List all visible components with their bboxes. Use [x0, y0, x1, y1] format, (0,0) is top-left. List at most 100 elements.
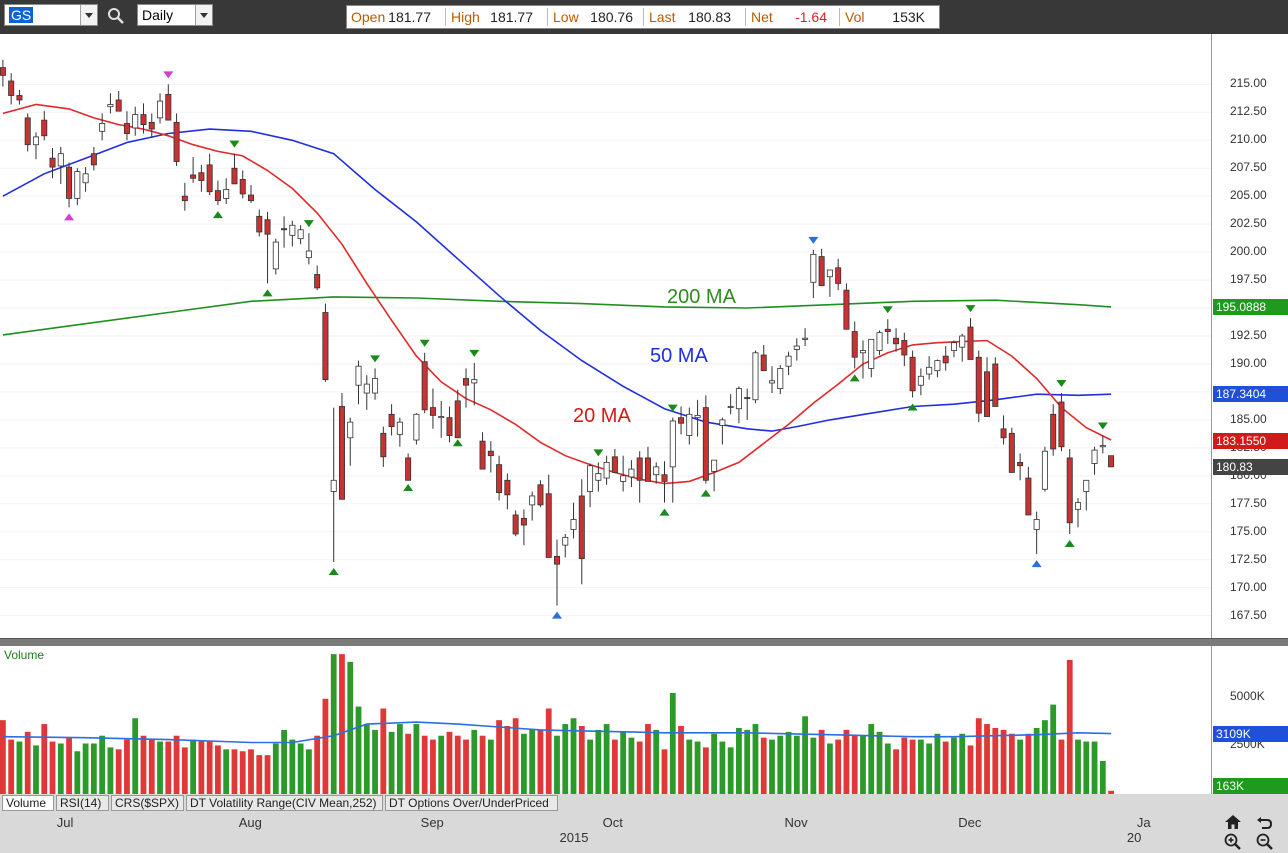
volume-bar: [537, 729, 544, 794]
signal-marker-up: [1031, 560, 1042, 568]
signal-marker-down: [419, 339, 430, 347]
zoom-in-icon[interactable]: [1224, 833, 1242, 851]
candle-body: [752, 352, 759, 401]
candle: [305, 233, 312, 265]
candle-body: [49, 157, 56, 168]
candle-body: [636, 457, 643, 481]
candle-body: [760, 354, 767, 372]
volume-bar: [934, 733, 941, 794]
volume-bar: [231, 749, 238, 794]
price-tag: 187.3404: [1213, 385, 1288, 402]
candle-body: [123, 123, 130, 134]
candle: [512, 510, 519, 537]
candle: [190, 157, 197, 183]
volume-bar: [901, 737, 908, 794]
quote-separator: [745, 8, 746, 26]
candle-body: [744, 397, 751, 400]
volume-chart[interactable]: [0, 646, 1211, 794]
volume-chart-panel[interactable]: [0, 646, 1211, 794]
search-icon[interactable]: [107, 7, 125, 25]
interval-select[interactable]: Daily: [137, 4, 213, 26]
volume-bar: [818, 729, 825, 794]
candle: [711, 459, 718, 492]
candle: [537, 480, 544, 508]
candle: [752, 350, 759, 404]
volume-bar: [967, 745, 974, 794]
indicator-tab[interactable]: DT Options Over/UnderPriced: [385, 795, 558, 811]
quote-label-last: Last: [649, 9, 676, 25]
time-tick-label: Ja: [1136, 815, 1151, 830]
volume-bar: [785, 731, 792, 794]
volume-bar: [66, 737, 72, 794]
candle: [1066, 448, 1073, 534]
price-chart-panel[interactable]: 200 MA 50 MA 20 MA: [0, 34, 1211, 638]
quote-label-high: High: [451, 9, 480, 25]
volume-bar: [140, 735, 147, 794]
candle-body: [678, 417, 685, 424]
volume-axis: 5000K 2500K 3109K 163K: [1211, 646, 1288, 794]
volume-bar: [124, 739, 130, 794]
volume-bar: [1000, 729, 1007, 794]
candle-body: [959, 335, 966, 348]
panel-splitter[interactable]: [0, 638, 1288, 646]
candle: [140, 103, 147, 134]
volume-bar: [264, 755, 271, 794]
indicator-tab[interactable]: CRS($SPX): [111, 795, 184, 811]
candle: [942, 346, 949, 371]
signal-marker-down: [667, 404, 678, 412]
candle: [272, 238, 279, 275]
candle-body: [380, 432, 387, 458]
candle: [785, 351, 792, 376]
candle-body: [669, 420, 676, 468]
symbol-dropdown-button[interactable]: [80, 5, 97, 25]
price-chart[interactable]: 200 MA 50 MA 20 MA: [0, 34, 1211, 638]
candle: [520, 509, 527, 546]
candle: [115, 91, 122, 112]
candle-body: [347, 421, 354, 439]
candle-body: [115, 99, 122, 112]
volume-bar: [223, 749, 230, 794]
signal-marker-up: [262, 289, 273, 297]
candle-body: [223, 189, 230, 199]
indicator-tab[interactable]: DT Volatility Range(CIV Mean,252): [186, 795, 383, 811]
candle-body: [578, 495, 585, 559]
undo-icon[interactable]: [1256, 814, 1274, 830]
candle-body: [413, 413, 420, 441]
symbol-input[interactable]: GS: [4, 4, 98, 26]
volume-bar: [0, 720, 6, 794]
candle-body: [818, 256, 825, 287]
signal-marker-down: [1097, 422, 1108, 430]
volume-bar: [471, 729, 478, 794]
candle-body: [16, 95, 23, 101]
signal-marker-down: [1056, 380, 1067, 388]
home-icon[interactable]: [1224, 814, 1242, 830]
volume-tag: 3109K: [1213, 725, 1288, 742]
candle-body: [206, 164, 213, 193]
candle-body: [479, 440, 486, 470]
signal-marker-up: [452, 439, 463, 447]
interval-dropdown-button[interactable]: [195, 5, 212, 25]
volume-bar: [793, 735, 800, 794]
volume-tag: 163K: [1213, 778, 1288, 794]
candle: [587, 463, 594, 508]
price-tick-label: 170.00: [1230, 579, 1267, 594]
candle-body: [1099, 445, 1106, 448]
volume-bar: [115, 749, 122, 794]
time-tick-label: Sep: [420, 815, 444, 830]
candle-body: [545, 493, 552, 558]
indicator-tab[interactable]: Volume: [2, 795, 54, 811]
volume-bar: [1033, 727, 1040, 794]
candle: [553, 539, 560, 606]
candle-body: [82, 173, 89, 184]
candle-body: [984, 371, 991, 417]
candle: [851, 321, 858, 369]
candle: [479, 432, 486, 470]
candle: [984, 357, 991, 417]
price-tag: 195.0888: [1213, 299, 1288, 316]
candle: [214, 180, 221, 206]
indicator-tab[interactable]: RSI(14): [56, 795, 109, 811]
candle-body: [198, 172, 205, 181]
candle-body: [851, 331, 858, 358]
zoom-out-icon[interactable]: [1256, 833, 1274, 851]
candle: [148, 113, 155, 139]
